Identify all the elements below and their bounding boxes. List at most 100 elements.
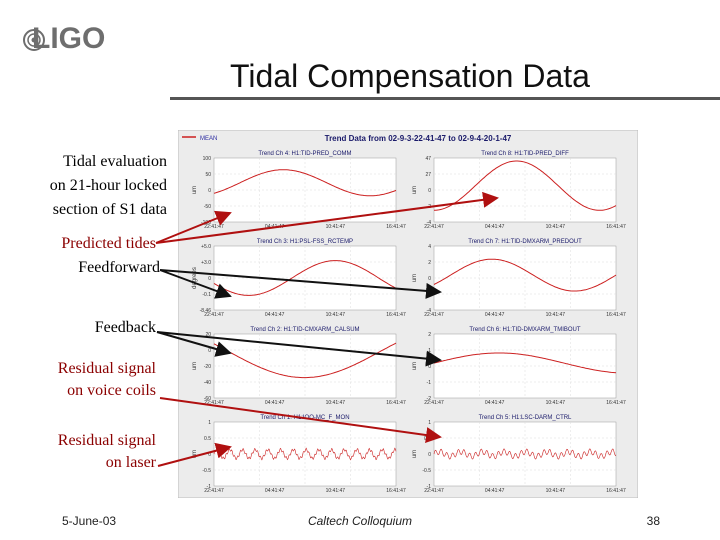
residual-laser-label: Residual signal on laser (4, 430, 156, 474)
panel-title: Trend Ch 2: H1:TID-CMXARM_CALSUM (250, 327, 359, 333)
feedback-label: Feedback (94, 319, 156, 336)
logo-text: LIGO (32, 22, 105, 55)
residual-laser-line-1: Residual signal (57, 432, 156, 449)
figure-heading: Trend Data from 02-9-3-22-41-47 to 02-9-… (325, 134, 512, 143)
x-tick-label: 16:41:47 (386, 224, 406, 230)
x-tick-label: 22:41:47 (204, 312, 224, 318)
unit-label: um (412, 186, 418, 194)
y-tick-label: 2 (428, 260, 431, 266)
x-tick-label: 16:41:47 (386, 400, 406, 406)
y-tick-label: -2 (427, 204, 432, 210)
y-tick-label: -0.5 (422, 468, 431, 474)
intro-label: Tidal evaluation on 21-hour locked secti… (4, 150, 167, 222)
x-tick-label: 10:41:47 (326, 400, 346, 406)
panel-title: Trend Ch 4: H1:TID-PRED_COMM (258, 151, 351, 157)
x-tick-label: 10:41:47 (546, 312, 566, 318)
x-tick-label: 10:41:47 (546, 400, 566, 406)
y-tick-label: +3.0 (201, 260, 211, 266)
unit-label: um (412, 274, 418, 282)
y-tick-label: +5.0 (201, 244, 211, 250)
x-tick-label: 16:41:47 (386, 488, 406, 494)
panel-title: Trend Ch 1: H1:IOO-MC_F_MON (260, 415, 349, 421)
trace-line (433, 258, 617, 292)
y-tick-label: 0 (208, 452, 211, 458)
y-tick-label: -1 (207, 484, 212, 490)
x-tick-label: 10:41:47 (326, 488, 346, 494)
y-tick-label: -8.46 (200, 308, 212, 314)
panel-title: Trend Ch 6: H1:TID-DMXARM_TMIBOUT (469, 327, 580, 333)
unit-label: um (412, 450, 418, 458)
footer-date: 5-June-03 (62, 514, 117, 528)
trace-line (433, 352, 617, 374)
panel-title: Trend Ch 8: H1:TID-PRED_DIFF (481, 151, 569, 157)
trend-panel-5: Trend Ch 2: H1:TID-CMXARM_CALSUM 20 0 -20 -4… (192, 327, 406, 406)
x-tick-label: 16:41:47 (386, 312, 406, 318)
y-tick-label: 20 (205, 332, 211, 338)
x-tick-label: 22:41:47 (204, 400, 224, 406)
intro-line-1: Tidal evaluation (63, 153, 167, 170)
y-tick-label: 27 (425, 172, 431, 178)
x-tick-label: 22:41:47 (424, 224, 444, 230)
feedforward-label: Feedforward (78, 259, 160, 276)
predicted-tides-label: Predicted tides (61, 235, 156, 252)
y-tick-label: 0 (428, 452, 431, 458)
x-tick-label: 22:41:47 (424, 312, 444, 318)
x-tick-label: 16:41:47 (606, 400, 626, 406)
x-tick-label: 04:41:47 (265, 312, 285, 318)
y-tick-label: 0 (428, 276, 431, 282)
y-tick-label: -0.5 (202, 468, 211, 474)
y-tick-label: 0 (428, 364, 431, 370)
y-tick-label: -50 (204, 204, 211, 210)
x-tick-label: 04:41:47 (265, 488, 285, 494)
x-tick-label: 22:41:47 (424, 400, 444, 406)
y-tick-label: 0 (428, 188, 431, 194)
trend-panel-1: Trend Ch 4: H1:TID-PRED_COMM100500-50-10… (192, 151, 406, 230)
x-tick-label: 16:41:47 (606, 488, 626, 494)
y-tick-label: 1 (208, 420, 211, 426)
footer-event: Caltech Colloquium (307, 514, 413, 528)
y-tick-label: 0 (208, 348, 211, 354)
trend-panel-7: Trend Ch 1: H1:IOO-MC_F_MON 1 0.5 0 -0.5 -122… (192, 415, 406, 494)
ligo-logo: LIGO (23, 22, 105, 55)
panel-title: Trend Ch 5: H1:LSC-DARM_CTRL (479, 415, 572, 421)
title-rule (170, 97, 720, 100)
panel-title: Trend Ch 3: H1:PSL-FSS_RCTEMP (257, 239, 353, 245)
unit-label: um (412, 362, 418, 370)
x-tick-label: 16:41:47 (606, 312, 626, 318)
trend-panel-3: Trend Ch 3: H1:PSL-FSS_RCTEMP +5.0 +3.0 0 -0… (192, 239, 406, 318)
y-tick-label: -4 (427, 308, 432, 314)
residual-voice-line-2: on voice coils (67, 382, 156, 399)
x-tick-label: 10:41:47 (326, 312, 346, 318)
y-tick-label: -20 (204, 364, 211, 370)
trend-figure: MEAN Trend Data from 02-9-3-22-41-47 to … (178, 130, 638, 498)
x-tick-label: 16:41:47 (606, 224, 626, 230)
y-tick-label: 0.5 (204, 436, 211, 442)
legend-label: MEAN (200, 136, 217, 142)
y-tick-label: 50 (205, 172, 211, 178)
x-tick-label: 04:41:47 (485, 400, 505, 406)
trace-line (213, 169, 397, 197)
y-tick-label: 1 (428, 420, 431, 426)
y-tick-label: 4 (428, 244, 431, 250)
trace-line (213, 447, 397, 461)
x-tick-label: 04:41:47 (485, 312, 505, 318)
x-tick-label: 22:41:47 (204, 488, 224, 494)
unit-label: degrees (192, 267, 198, 289)
trend-panel-4: Trend Ch 7: H1:TID-DMXARM_PREDOUT 4 2 0 -2 -4… (412, 239, 626, 318)
trend-panel-2: Trend Ch 8: H1:TID-PRED_DIFF47270-2-422:… (412, 151, 626, 230)
slide-title: Tidal Compensation Data (230, 58, 590, 94)
residual-voice-label: Residual signal on voice coils (4, 358, 156, 402)
unit-label: um (192, 450, 198, 458)
y-tick-label: -40 (204, 380, 211, 386)
y-tick-label: 0 (208, 188, 211, 194)
trend-panel-6: Trend Ch 6: H1:TID-DMXARM_TMIBOUT210-1-2… (412, 327, 626, 406)
unit-label: um (192, 186, 198, 194)
trend-panel-8: Trend Ch 5: H1:LSC-DARM_CTRL 1 0.5 0 -0.5 -12… (412, 415, 626, 494)
x-tick-label: 04:41:47 (485, 224, 505, 230)
trace-line (434, 160, 617, 211)
y-tick-label: 0.5 (424, 436, 431, 442)
x-tick-label: 10:41:47 (546, 488, 566, 494)
y-tick-label: 2 (428, 332, 431, 338)
unit-label: um (192, 362, 198, 370)
y-tick-label: -2 (427, 292, 432, 298)
